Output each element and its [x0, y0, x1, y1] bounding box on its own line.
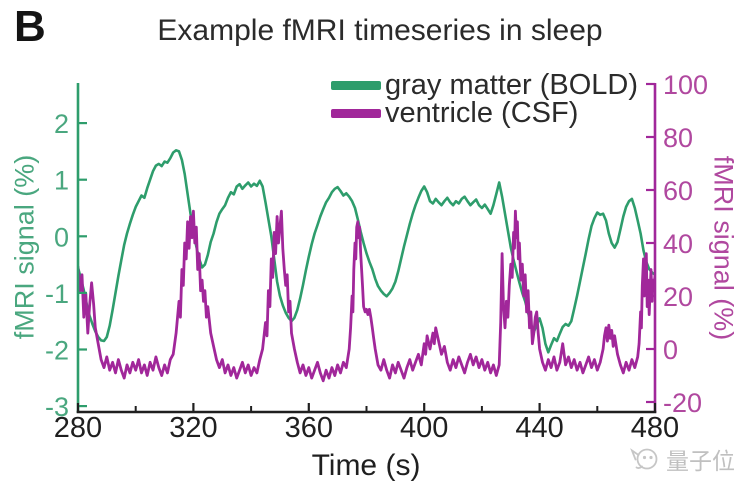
left-tick-label: 0: [54, 222, 69, 252]
x-tick-label: 320: [169, 412, 217, 444]
x-tick-label: 400: [400, 412, 448, 444]
legend-label-gray-matter: gray matter (BOLD): [385, 69, 638, 101]
right-tick-label: -20: [663, 388, 702, 418]
legend-swatch-magenta-icon: [331, 108, 381, 118]
x-tick-label: 280: [54, 412, 102, 444]
series-group: [79, 149, 654, 383]
left-tick-label: 2: [54, 109, 69, 139]
x-tick-label: 360: [285, 412, 333, 444]
right-tick-label: 0: [663, 335, 678, 365]
left-tick-label: -1: [45, 279, 69, 309]
series-ventricle-csf-: [79, 209, 654, 383]
chart-title: Example fMRI timeseries in sleep: [157, 14, 603, 47]
legend: gray matter (BOLD) ventricle (CSF): [331, 69, 638, 129]
panel-label: B: [14, 2, 46, 51]
right-tick-label: 100: [663, 70, 708, 100]
x-axis-title: Time (s): [311, 449, 421, 482]
legend-swatch-green-icon: [331, 80, 381, 90]
right-axis-title: fMRI signal (%): [708, 155, 739, 341]
left-axis-title: fMRI signal (%): [9, 154, 40, 340]
qbitai-logo-icon: [630, 448, 658, 470]
right-tick-label: 60: [663, 176, 693, 206]
left-tick-label: 1: [54, 166, 69, 196]
left-tick-label: -2: [45, 336, 69, 366]
watermark-text: 量子位: [666, 448, 735, 474]
legend-item-gray-matter: gray matter (BOLD): [331, 69, 638, 101]
x-tick-label: 440: [515, 412, 563, 444]
watermark: 量子位: [628, 442, 735, 476]
right-tick-label: 80: [663, 123, 693, 153]
right-tick-label: 40: [663, 229, 693, 259]
series-gray-matter-bold-: [79, 149, 654, 354]
left-tick-label: -3: [45, 392, 69, 422]
legend-label-ventricle: ventricle (CSF): [385, 97, 579, 129]
axes: [76, 82, 657, 414]
right-tick-label: 20: [663, 282, 693, 312]
legend-item-ventricle: ventricle (CSF): [331, 97, 638, 129]
x-tick-label: 480: [631, 412, 679, 444]
